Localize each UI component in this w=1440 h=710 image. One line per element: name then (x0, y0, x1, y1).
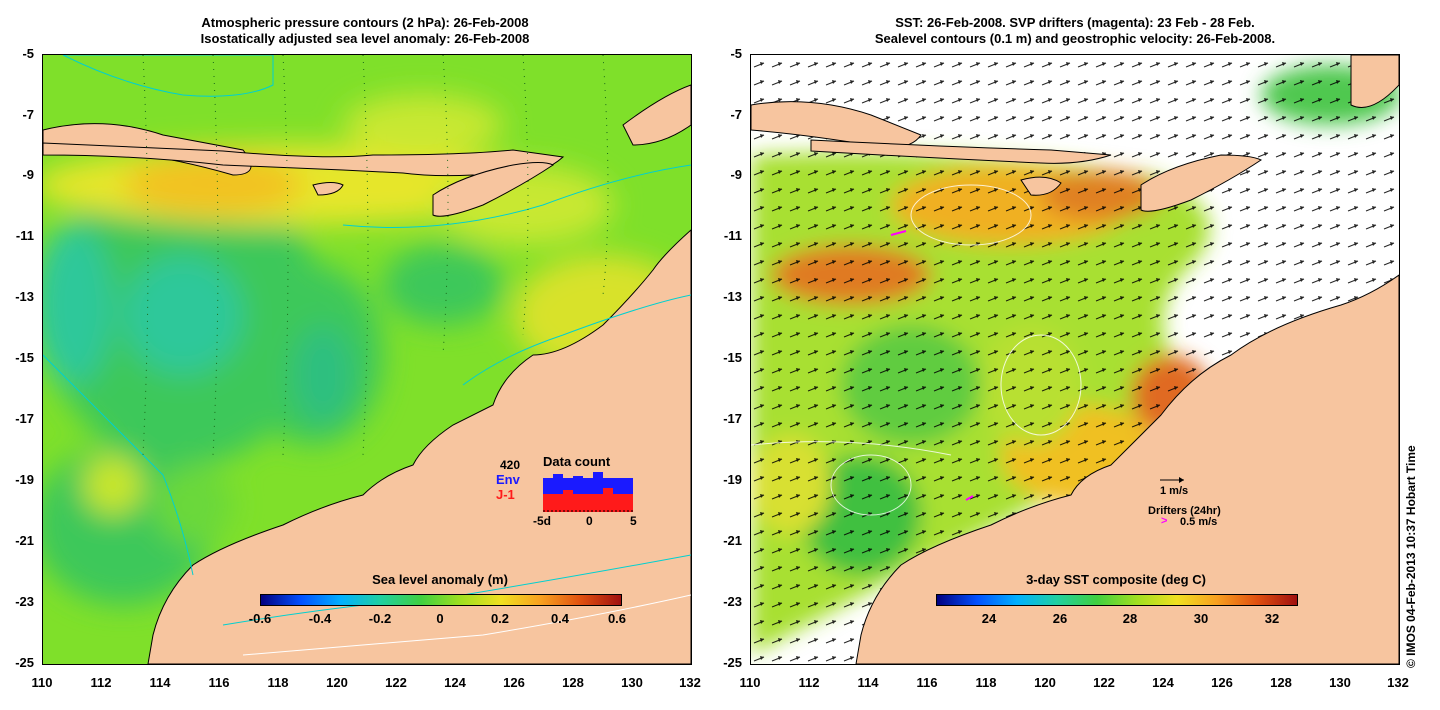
left-title-line2: Isostatically adjusted sea level anomaly… (200, 31, 530, 46)
left-x-tick: 120 (326, 675, 348, 690)
sst-colorbar (936, 594, 1298, 606)
right-x-tick: 128 (1270, 675, 1292, 690)
left-x-tick: 112 (90, 675, 112, 690)
right-y-tick: -11 (723, 228, 742, 243)
sst-colorbar-tick: 28 (1122, 611, 1138, 626)
right-y-tick: -5 (730, 46, 742, 61)
right-y-tick: -21 (723, 533, 742, 548)
sst-colorbar-title: 3-day SST composite (deg C) (1026, 572, 1206, 587)
left-x-tick: 126 (503, 675, 525, 690)
data-count-max-label: 420 (500, 458, 521, 472)
left-y-tick: -5 (22, 46, 34, 61)
sla-colorbar (260, 594, 622, 606)
sla-colorbar-tick: 0.2 (490, 611, 510, 626)
right-y-tick: -23 (723, 594, 742, 609)
sla-colorbar-tick: 0 (436, 611, 444, 626)
left-x-tick: 122 (385, 675, 407, 690)
drifters-speed-label: 0.5 m/s (1180, 516, 1218, 528)
right-x-tick: 112 (798, 675, 820, 690)
data-count-xtick: -5d (533, 514, 551, 528)
data-count-env-label: Env (496, 472, 520, 487)
left-y-tick: -11 (15, 228, 34, 243)
right-y-tick: -19 (723, 472, 742, 487)
sea-level-anomaly-map (42, 54, 692, 665)
right-x-tick: 132 (1387, 675, 1409, 690)
right-x-tick: 126 (1211, 675, 1233, 690)
sla-colorbar-tick: -0.4 (308, 611, 332, 626)
data-count-j1-label: J-1 (496, 487, 515, 502)
left-x-tick: 116 (208, 675, 230, 690)
right-y-tick: -17 (723, 411, 742, 426)
left-y-tick: -25 (15, 655, 34, 670)
velocity-scale-label: 1 m/s (1160, 485, 1189, 497)
velocity-scale-arrow (1160, 476, 1188, 484)
sst-map (750, 54, 1400, 665)
left-y-tick: -15 (15, 350, 34, 365)
right-y-tick: -7 (730, 107, 742, 122)
drifters-label: Drifters (24hr) (1148, 505, 1221, 517)
left-x-tick: 114 (149, 675, 171, 690)
right-title-line2: Sealevel contours (0.1 m) and geostrophi… (874, 31, 1276, 46)
left-y-tick: -19 (15, 472, 34, 487)
right-y-tick: -9 (730, 167, 742, 182)
left-y-tick: -13 (15, 289, 34, 304)
left-y-tick: -9 (22, 167, 34, 182)
sst-colorbar-tick: 32 (1264, 611, 1280, 626)
right-title-line1: SST: 26-Feb-2008. SVP drifters (magenta)… (895, 15, 1255, 30)
left-x-tick: 132 (679, 675, 701, 690)
left-y-tick: -17 (15, 411, 34, 426)
right-x-tick: 110 (739, 675, 761, 690)
left-title-line1: Atmospheric pressure contours (2 hPa): 2… (201, 15, 529, 30)
left-x-tick: 118 (267, 675, 289, 690)
left-x-tick: 124 (444, 675, 466, 690)
right-x-tick: 116 (916, 675, 938, 690)
sla-colorbar-tick: 0.6 (607, 611, 627, 626)
right-y-tick: -25 (723, 655, 742, 670)
left-x-tick: 110 (31, 675, 53, 690)
right-x-tick: 130 (1329, 675, 1351, 690)
sla-colorbar-tick: -0.2 (368, 611, 392, 626)
data-count-xtick: 5 (630, 514, 637, 528)
right-x-tick: 114 (857, 675, 879, 690)
left-x-tick: 130 (621, 675, 643, 690)
left-y-tick: -21 (15, 533, 34, 548)
sst-colorbar-tick: 26 (1052, 611, 1068, 626)
right-x-tick: 118 (975, 675, 997, 690)
right-x-tick: 124 (1152, 675, 1174, 690)
left-x-tick: 128 (562, 675, 584, 690)
sla-colorbar-tick: -0.6 (248, 611, 272, 626)
sst-colorbar-tick: 24 (981, 611, 997, 626)
sst-colorbar-tick: 30 (1193, 611, 1209, 626)
right-y-tick: -13 (723, 289, 742, 304)
credit-text: © IMOS 04-Feb-2013 10:37 Hobart Time (1404, 445, 1418, 668)
data-count-title: Data count (543, 454, 611, 469)
right-x-tick: 122 (1093, 675, 1115, 690)
left-y-tick: -7 (22, 107, 34, 122)
data-count-xtick: 0 (586, 514, 593, 528)
drifter-legend-marker: > (1161, 515, 1168, 527)
right-x-tick: 120 (1034, 675, 1056, 690)
data-count-histogram (543, 470, 633, 512)
sla-colorbar-tick: 0.4 (550, 611, 570, 626)
sla-colorbar-title: Sea level anomaly (m) (372, 572, 508, 587)
left-y-tick: -23 (15, 594, 34, 609)
right-y-tick: -15 (723, 350, 742, 365)
